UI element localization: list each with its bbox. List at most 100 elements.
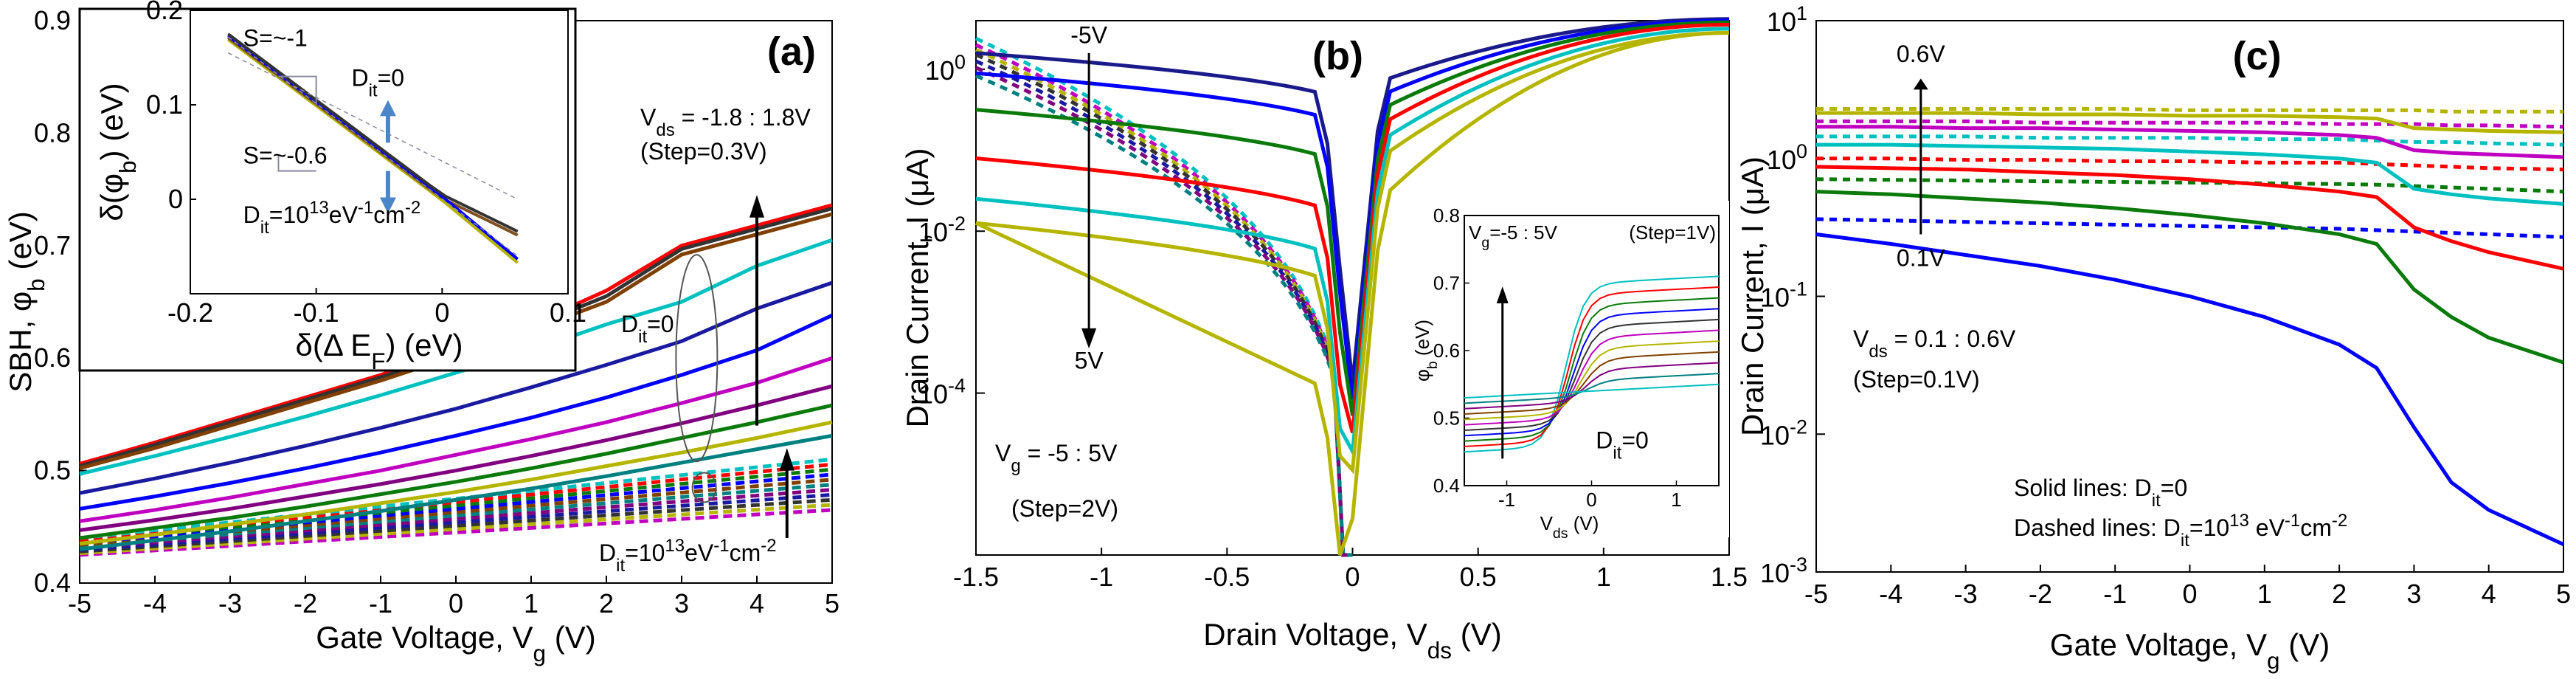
vds-range-label: Vds = -1.8 : 1.8V [640,104,811,140]
y-tick-label-part: 10 [1767,145,1796,175]
series-line [1816,142,2564,206]
legend-solid-part: Solid lines: D [2014,475,2152,501]
inset-dit0-label-part: it [369,80,378,100]
dit13-label-part: 13 [665,536,685,556]
x-tick-label: 5 [2556,579,2571,609]
dit0-label-part: =0 [647,311,674,337]
x-tick-label: -1 [2103,579,2127,609]
vds-range-label-part: V [1853,325,1869,352]
inset-curve [227,38,519,264]
inset-x-axis-label-part: δ(Δ E [295,328,371,362]
dit13-label: Dit=1013eV-1cm-2 [599,536,777,576]
dashed-series-line [1815,177,2564,194]
inset-dit0-label: Dit=0 [351,64,404,100]
y-tick-label-part: 10 [1760,283,1790,313]
series-line [79,314,834,511]
inset-dit0-label-part: =0 [1621,427,1648,454]
legend-dashed: Dashed lines: Dit=1013 eV-1cm-2 [2014,511,2347,551]
x-tick-label: -4 [1879,579,1902,609]
inset-x-axis-label-part: (V) [1568,512,1599,534]
legend-dashed-part: Dashed lines: D [2014,514,2181,541]
dit13-label-part: eV [685,540,714,566]
dit0-label-part: D [621,311,638,337]
dit13-label-part: -1 [713,536,729,556]
inset-step-label: (Step=1V) [1629,221,1716,244]
dashed-series-line [1816,119,2564,129]
dit0-label: Dit=0 [621,311,674,347]
inset-dit13-label-part: it [260,218,269,238]
inset-curve [1464,329,1720,426]
series-line [974,30,1730,556]
legend-dashed-part: -2 [2332,511,2347,531]
vds-range-label: Vds = 0.1 : 0.6V [1853,325,2016,362]
up-arrow-head [1913,78,1928,90]
vg-range-label-part: = -5 : 5V [1021,440,1118,466]
dit13-label-part: =10 [625,540,665,566]
inset-y-tick-label: 0.4 [1433,475,1460,497]
inset-y-axis-label-part: (eV) [1411,320,1433,361]
y-tick-label: 0.6 [34,342,71,373]
y-tick-label-part: -2 [948,213,966,235]
y-tick-label: 10-4 [918,375,966,410]
inset-arrow-head [1496,286,1509,303]
y-tick-label-part: 10 [925,55,955,86]
inset-slope-line [227,36,519,257]
series-line [79,356,833,523]
x-axis-label-part: (V) [546,620,596,655]
inset-x-tick-label: 0 [1586,489,1596,511]
inset-curve [1464,383,1720,399]
dashed-series-line [975,74,1353,557]
inset-x-axis-label: δ(Δ EF) (eV) [295,328,463,374]
y-tick-label: 100 [925,51,966,86]
y-tick-label-part: -2 [1790,416,1807,438]
x-axis-label-part: Drain Voltage, V [1203,617,1427,652]
x-axis-label-part: Gate Voltage, V [316,620,533,655]
panel-label: (a) [767,30,816,74]
x-tick-label: 2 [599,588,614,618]
legend-dashed-part: it [2181,531,2189,551]
inset-y-axis-label-part: δ(φ [94,173,129,221]
inset-dit13-label-part: 13 [309,198,329,218]
vds-range-label-part: = 0.1 : 0.6V [1888,325,2016,352]
inset-y-axis-label-part: φ [1411,369,1433,382]
y-tick-label: 0.5 [34,455,71,486]
inset-vg-label-part: =-5 : 5V [1489,221,1557,244]
inset-dit0-label-part: it [1613,443,1621,463]
y-tick-label-part: 10 [918,379,948,410]
panel-a: -5 -4 -3 -2 -1 0 1 2 3 4 5 0.4 0.5 0.6 0.7 0.8 0.9 Gate V… [3,0,839,666]
inset-s1-label: S=~-1 [243,25,308,52]
vds-range-label-part: ds [1869,342,1887,362]
dashed-series-line [974,66,1353,557]
y-tick-label: 0.4 [34,568,71,598]
inset-slope-triangle [277,154,316,172]
x-axis-label: Gate Voltage, Vg (V) [2050,627,2330,674]
x-tick-label: -0.5 [1204,562,1250,592]
step-label: (Step=2V) [1011,495,1118,522]
x-axis-label-part: g [2267,647,2280,674]
series-line [1816,125,2564,159]
panel-label: (c) [2233,34,2282,78]
inset-y-tick-label: 0.2 [146,0,183,25]
series-line [1815,165,2564,271]
dashed-series-line [1816,134,2564,147]
inset-slope-line [227,52,519,200]
inset-vg-label-part: g [1481,235,1489,251]
y-tick-label-part: 10 [1760,420,1790,450]
inset-dit13-label-part: =10 [269,201,309,228]
x-tick-label: 1 [524,588,539,618]
x-axis-label-part: (V) [1452,617,1502,652]
inset-down-arrow-head [379,197,396,214]
x-axis-label-part: Gate Voltage, V [2050,627,2267,662]
inset-x-tick-label: 0 [434,297,449,328]
x-tick-label: -3 [218,588,242,618]
dashed-series-line [974,59,1353,557]
x-axis-label-part: g [533,640,547,666]
inset-s2-label: S=~-0.6 [243,142,328,168]
dit13-label-part: D [599,540,616,566]
inset-curve [1464,286,1720,447]
dit0-ellipse [675,254,719,463]
x-tick-label: 1 [2257,579,2272,609]
x-tick-label: -1 [1090,562,1113,592]
y-tick-label-part: 0 [955,51,966,73]
